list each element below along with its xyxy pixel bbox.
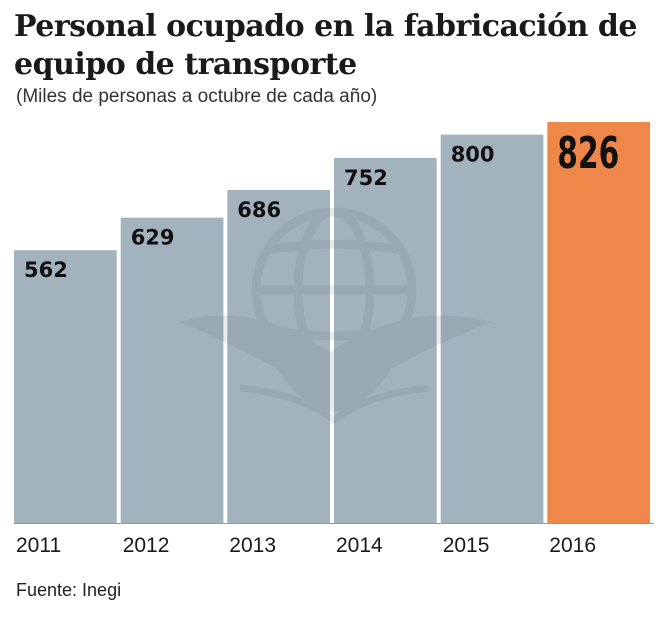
value-label-2012: 629 [131, 226, 175, 250]
bar-2015 [440, 134, 544, 523]
value-label-2015: 800 [451, 143, 495, 167]
x-tick-2012: 2012 [123, 534, 170, 557]
x-tick-2014: 2014 [336, 534, 383, 557]
bar-2014 [334, 157, 437, 523]
source-note: Fuente: Inegi [16, 580, 122, 600]
value-label-2011: 562 [24, 258, 68, 282]
x-tick-2013: 2013 [229, 534, 276, 557]
value-label-2014: 752 [344, 166, 388, 190]
chart-subtitle: (Miles de personas a octubre de cada año… [16, 86, 378, 107]
bar-2013 [227, 190, 330, 523]
value-label-2016: 826 [557, 128, 619, 179]
x-tick-2015: 2015 [443, 534, 490, 557]
bars-group [14, 122, 654, 524]
value-label-2013: 686 [237, 198, 281, 222]
eagle-globe-icon [180, 207, 492, 425]
chart-title: Personal ocupado en la fabricación de eq… [14, 9, 637, 82]
x-tick-labels-group: 2011 2012 2013 2014 2015 2016 [16, 534, 596, 557]
bar-2011 [14, 250, 117, 523]
bar-2012 [120, 217, 224, 523]
bar-2016 [547, 122, 650, 523]
x-tick-2016: 2016 [549, 534, 596, 557]
x-tick-2011: 2011 [16, 534, 61, 557]
value-labels-group: 562 629 686 752 800 826 [24, 128, 619, 282]
